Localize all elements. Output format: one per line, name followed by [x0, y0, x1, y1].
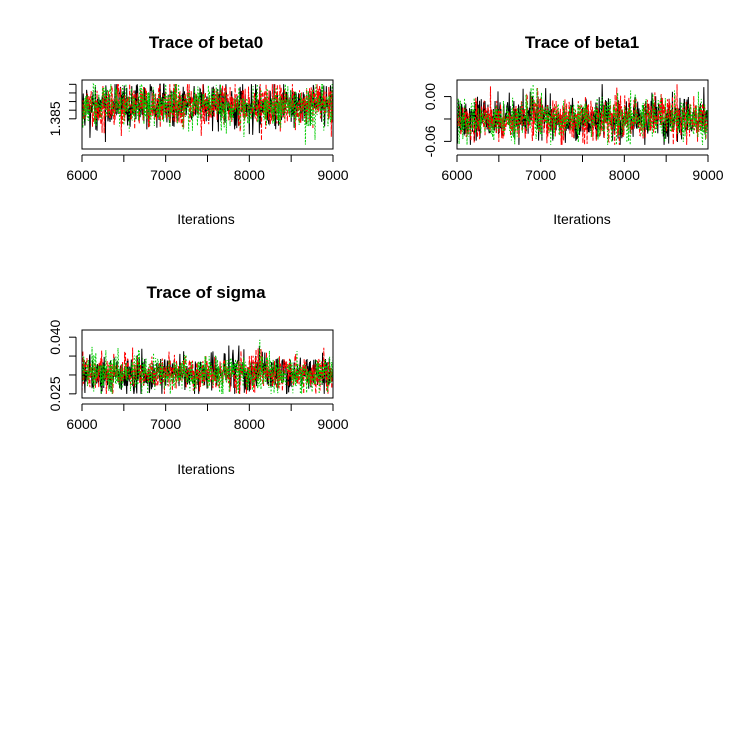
series-trace — [456, 84, 709, 145]
chart-title: Trace of beta0 — [149, 33, 263, 52]
plot-frame — [81, 329, 334, 399]
x-axis-label: Iterations — [177, 461, 235, 477]
x-tick-label: 9000 — [317, 167, 348, 183]
x-tick-label: 8000 — [234, 416, 265, 432]
series-trace — [456, 84, 709, 145]
x-tick-label: 8000 — [234, 167, 265, 183]
plot-frame — [456, 79, 709, 150]
x-tick-label: 7000 — [150, 416, 181, 432]
x-tick-label: 6000 — [441, 167, 472, 183]
y-tick-label: 1.385 — [47, 101, 63, 136]
series-trace — [81, 339, 334, 394]
panel-beta1: Trace of beta1 Iterations 6000 7000 8000 90… — [422, 33, 724, 227]
series-trace — [81, 82, 334, 145]
x-tick-label: 6000 — [66, 167, 97, 183]
x-tick-label: 9000 — [317, 416, 348, 432]
y-tick-label: -0.06 — [422, 125, 438, 157]
x-tick-label: 9000 — [692, 167, 723, 183]
y-tick-label: 0.00 — [422, 83, 438, 110]
x-tick-label: 6000 — [66, 416, 97, 432]
series-trace — [456, 84, 709, 145]
x-tick-label: 7000 — [150, 167, 181, 183]
x-axis-label: Iterations — [553, 211, 611, 227]
chart-title: Trace of beta1 — [525, 33, 639, 52]
y-tick-label: 0.025 — [47, 376, 63, 411]
x-tick-label: 8000 — [609, 167, 640, 183]
panel-sigma: Trace of sigma Iterations 6000 7000 8000 90… — [47, 283, 349, 477]
x-axis-label: Iterations — [177, 211, 235, 227]
x-tick-label: 7000 — [525, 167, 556, 183]
chart-title: Trace of sigma — [146, 283, 266, 302]
y-tick-label: 0.040 — [47, 319, 63, 354]
plot-frame — [81, 79, 334, 150]
panel-beta0: Trace of beta0 Iterations 6000 7000 8000 90… — [47, 33, 349, 227]
